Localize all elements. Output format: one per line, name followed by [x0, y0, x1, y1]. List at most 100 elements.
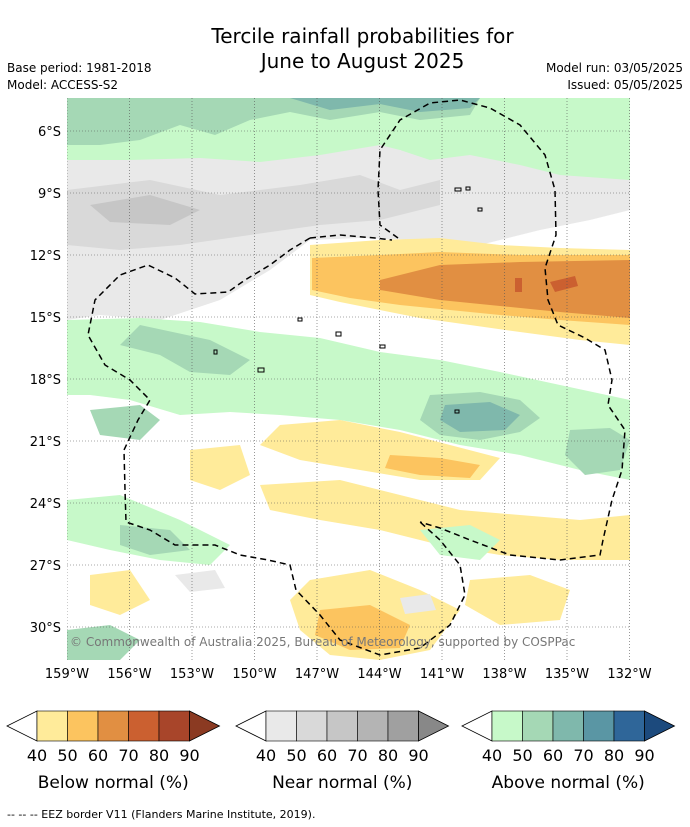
lon-tick-label: 156°W: [107, 667, 151, 682]
below-normal-region: [190, 445, 250, 490]
above-normal-region: [67, 625, 140, 660]
model-run: Model run: 03/05/2025: [545, 61, 683, 75]
eez-border: [87, 99, 626, 656]
title-line-1: Tercile rainfall probabilities for: [211, 24, 514, 48]
title-line-2: June to August 2025: [260, 49, 465, 73]
lat-tick-label: 6°S: [38, 125, 61, 140]
lat-tick-label: 30°S: [30, 621, 61, 636]
colorbar-tick-label: 50: [512, 746, 532, 765]
meta-left: Base period: 1981-2018 Model: ACCESS-S2: [7, 60, 152, 94]
near-normal-region: [400, 594, 436, 614]
model-name: Model: ACCESS-S2: [7, 78, 119, 92]
colorbar-under-arrow: [461, 710, 493, 742]
latitude-labels: 6°S 9°S 12°S 15°S 18°S 21°S 24°S 27°S 30°S: [30, 125, 61, 636]
above-normal-region: [290, 98, 480, 112]
lon-tick-label: 135°W: [545, 667, 589, 682]
below-normal-region: [90, 570, 150, 615]
colorbar-tick-label: 80: [604, 746, 624, 765]
lat-tick-label: 9°S: [38, 187, 61, 202]
near-normal-region: [90, 195, 200, 225]
lat-tick-label: 27°S: [30, 559, 61, 574]
meta-right: Model run: 03/05/2025 Issued: 05/05/2025: [546, 60, 683, 94]
near-normal-region: [67, 145, 630, 320]
colorbar-swatch: [67, 710, 99, 742]
lon-tick-label: 159°W: [45, 667, 89, 682]
colorbar-swatch: [583, 710, 615, 742]
lon-tick-label: 132°W: [607, 667, 651, 682]
lon-tick-label: 138°W: [482, 667, 526, 682]
colorbar-title: Above normal (%): [492, 773, 645, 793]
above-normal-region: [440, 402, 520, 432]
below-normal-region: [515, 278, 522, 292]
island-outlines: [213, 186, 483, 414]
lat-tick-label: 18°S: [30, 373, 61, 388]
colorbar-tick-label: 80: [378, 746, 398, 765]
lat-tick-label: 15°S: [30, 311, 61, 326]
colorbar-swatch: [97, 710, 129, 742]
colorbar-tick-label: 90: [179, 746, 199, 765]
lat-tick-label: 21°S: [30, 435, 61, 450]
above-normal-region: [67, 98, 480, 145]
near-normal-region: [67, 175, 440, 250]
longitude-labels: 159°W 156°W 153°W 150°W 147°W 144°W 141°W 138°W…: [45, 667, 652, 682]
issued-date: Issued: 05/05/2025: [567, 78, 683, 92]
colorbar-tick-label: 90: [408, 746, 428, 765]
colorbar-tick-label: 50: [57, 746, 77, 765]
base-period: Base period: 1981-2018: [7, 61, 152, 75]
colorbar-swatch: [613, 710, 645, 742]
colorbar-tick-label: 60: [543, 746, 563, 765]
above-normal-region: [420, 525, 500, 560]
colorbar-tick-label: 70: [118, 746, 138, 765]
colorbar-tick-label: 40: [27, 746, 47, 765]
colorbar-swatch: [296, 710, 328, 742]
near-normal-region: [175, 570, 225, 592]
colorbar-under-arrow: [235, 710, 267, 742]
colorbar-over-arrow: [644, 710, 676, 742]
lon-tick-label: 144°W: [357, 667, 401, 682]
colorbar-tick-label: 80: [149, 746, 169, 765]
colorbar-swatch: [491, 710, 523, 742]
lat-tick-label: 24°S: [30, 497, 61, 512]
colorbar-tick-label: 90: [634, 746, 654, 765]
colorbar-under-arrow: [6, 710, 38, 742]
below-normal-region: [550, 276, 578, 292]
colorbar-swatch: [357, 710, 389, 742]
colorbar-tick-label: 40: [256, 746, 276, 765]
colorbar-tick-label: 60: [88, 746, 108, 765]
below-normal-region: [465, 575, 570, 625]
colorbar-tick-label: 60: [317, 746, 337, 765]
colorbar-swatch: [387, 710, 419, 742]
eez-footer-note: -- -- -- EEZ border V11 (Flanders Marine…: [7, 808, 316, 821]
lon-tick-label: 141°W: [420, 667, 464, 682]
above-normal-region: [565, 428, 630, 475]
lon-tick-label: 147°W: [295, 667, 339, 682]
colorbar-swatch: [326, 710, 358, 742]
above-normal-region: [120, 525, 190, 555]
lon-tick-label: 153°W: [170, 667, 214, 682]
legend-colorbars: 40 50 60 70 80 90 Below normal (%) 40 50 60 70 80 90…: [6, 710, 676, 793]
colorbar-over-arrow: [418, 710, 450, 742]
map-title: Tercile rainfall probabilities for June …: [0, 24, 690, 74]
colorbar-over-arrow: [189, 710, 221, 742]
lon-tick-label: 150°W: [232, 667, 276, 682]
colorbar-tick-label: 40: [482, 746, 502, 765]
below-normal-region: [260, 480, 630, 560]
copyright-text: © Commonwealth of Australia 2025, Bureau…: [70, 635, 575, 649]
colorbar-swatch: [158, 710, 190, 742]
colorbar-swatch: [265, 710, 297, 742]
graticule: [67, 98, 630, 660]
below-normal-region: [380, 260, 630, 318]
colorbar-swatch: [522, 710, 554, 742]
above-normal-region: [120, 325, 250, 375]
colorbar-tick-label: 50: [286, 746, 306, 765]
colorbar-title: Below normal (%): [38, 773, 189, 793]
colorbar-swatch: [552, 710, 584, 742]
colorbar-swatch: [36, 710, 68, 742]
colorbar-tick-label: 70: [573, 746, 593, 765]
colorbar-title: Near normal (%): [272, 773, 412, 793]
below-normal-region: [385, 455, 480, 478]
colorbar-tick-label: 70: [347, 746, 367, 765]
colorbar-swatch: [128, 710, 160, 742]
lat-tick-label: 12°S: [30, 249, 61, 264]
